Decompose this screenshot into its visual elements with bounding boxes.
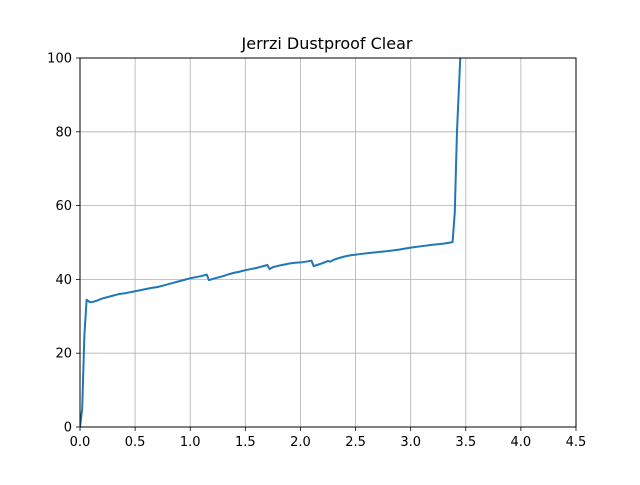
x-tick-label: 2.0: [290, 435, 311, 450]
chart-title: Jerrzi Dustproof Clear: [241, 34, 413, 53]
y-tick-label: 40: [55, 273, 72, 288]
grid-lines: [79, 57, 577, 428]
y-tick-label: 60: [55, 199, 72, 214]
y-tick-label: 0: [64, 421, 72, 436]
x-axis: 0.0 0.5 1.0 1.5 2.0 2.5 3.0 3.5 4.0 4.5: [70, 427, 587, 450]
x-tick-label: 3.0: [400, 435, 421, 450]
series-layer: [80, 58, 462, 427]
y-tick-label: 100: [47, 52, 72, 67]
y-axis: 0 20 40 60 80 100: [47, 52, 80, 436]
x-tick-label: 2.5: [345, 435, 366, 450]
x-tick-label: 4.0: [511, 435, 532, 450]
plot-area-frame: [79, 57, 577, 428]
x-tick-label: 1.0: [180, 435, 201, 450]
x-tick-label: 1.5: [235, 435, 256, 450]
y-tick-label: 80: [55, 125, 72, 140]
x-tick-label: 3.5: [455, 435, 476, 450]
x-tick-label: 4.5: [566, 435, 587, 450]
x-tick-label: 0.5: [125, 435, 146, 450]
y-tick-label: 20: [55, 347, 72, 362]
x-tick-label: 0.0: [70, 435, 91, 450]
series-line: [80, 58, 462, 427]
